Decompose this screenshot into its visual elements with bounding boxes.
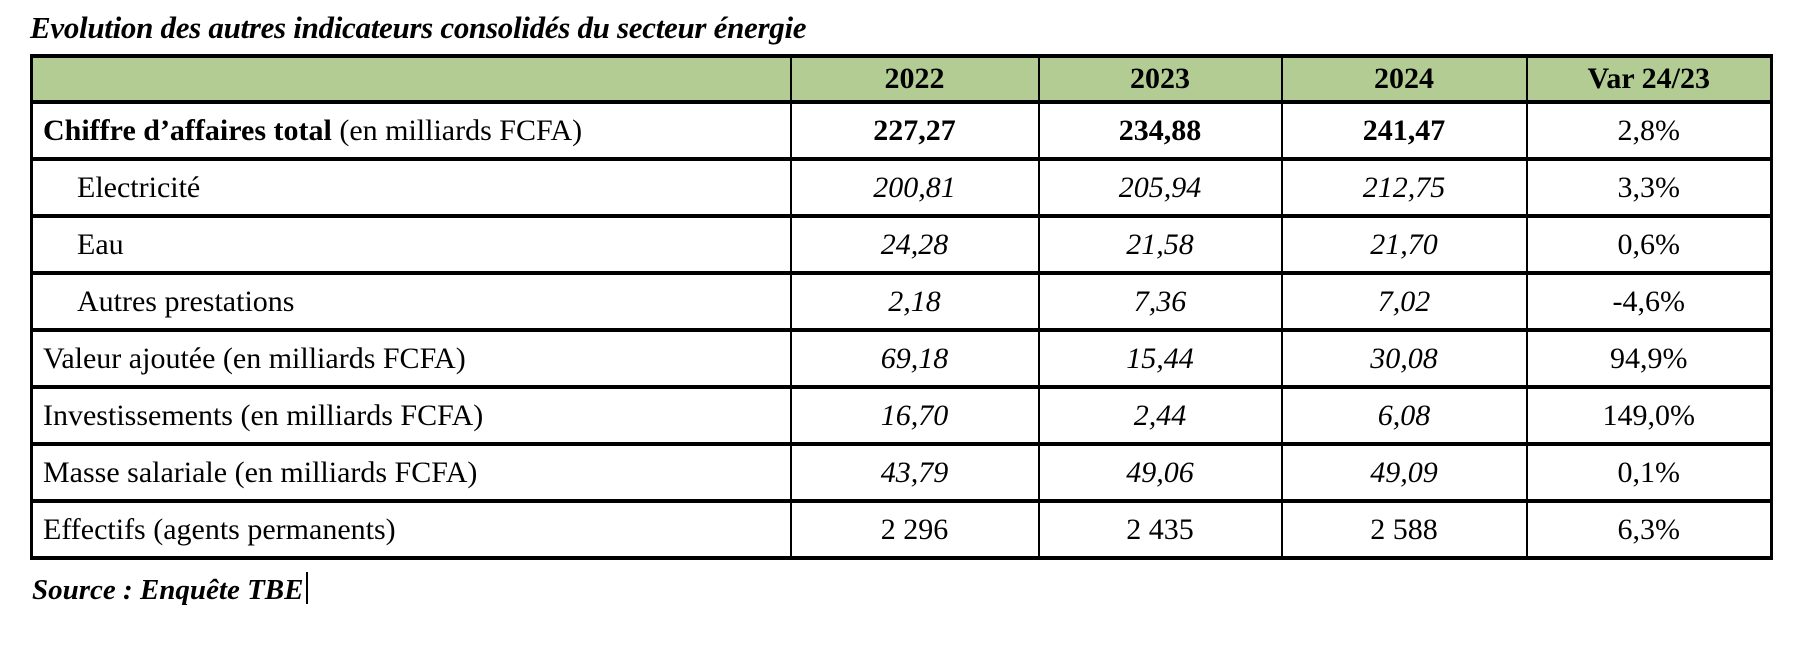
cell-2023-value[interactable]: 15,44 xyxy=(1037,328,1283,389)
cell-variation[interactable]: -4,6% xyxy=(1525,271,1773,332)
cell-2023-value[interactable]: 2 435 xyxy=(1037,499,1283,560)
cell-2022-value[interactable]: 200,81 xyxy=(789,157,1040,218)
cell-2024-value[interactable]: 30,08 xyxy=(1280,328,1528,389)
table-row-masse-salariale: Masse salariale (en milliards FCFA) 43,7… xyxy=(30,442,1773,503)
cell-variation[interactable]: 6,3% xyxy=(1525,499,1773,560)
cell-2022-value[interactable]: 2 296 xyxy=(789,499,1040,560)
header-variation[interactable]: Var 24/23 xyxy=(1525,54,1773,104)
cell-2023-value[interactable]: 49,06 xyxy=(1037,442,1283,503)
cell-variation[interactable]: 149,0% xyxy=(1525,385,1773,446)
cell-2022-value[interactable]: 24,28 xyxy=(789,214,1040,275)
cell-2022-value[interactable]: 43,79 xyxy=(789,442,1040,503)
cell-2022-value[interactable]: 16,70 xyxy=(789,385,1040,446)
header-year-2023[interactable]: 2023 xyxy=(1037,54,1283,104)
table-row-valeur-ajoutee: Valeur ajoutée (en milliards FCFA) 69,18… xyxy=(30,328,1773,389)
row-label[interactable]: Eau xyxy=(30,214,792,275)
table-row-investissements: Investissements (en milliards FCFA) 16,7… xyxy=(30,385,1773,446)
cell-2024-value[interactable]: 6,08 xyxy=(1280,385,1528,446)
row-label[interactable]: Chiffre d’affaires total (en milliards F… xyxy=(30,100,792,161)
cell-variation[interactable]: 0,6% xyxy=(1525,214,1773,275)
row-label[interactable]: Investissements (en milliards FCFA) xyxy=(30,385,792,446)
cell-variation[interactable]: 0,1% xyxy=(1525,442,1773,503)
indicators-table: 2022 2023 2024 Var 24/23 Chiffre d’affai… xyxy=(30,54,1773,560)
header-empty-cell[interactable] xyxy=(30,54,792,104)
cell-variation[interactable]: 3,3% xyxy=(1525,157,1773,218)
header-year-2024[interactable]: 2024 xyxy=(1280,54,1528,104)
row-label[interactable]: Electricité xyxy=(30,157,792,218)
table-row-electricite: Electricité 200,81 205,94 212,75 3,3% xyxy=(30,157,1773,218)
cell-variation[interactable]: 2,8% xyxy=(1525,100,1773,161)
row-label[interactable]: Valeur ajoutée (en milliards FCFA) xyxy=(30,328,792,389)
cell-2023-value[interactable]: 21,58 xyxy=(1037,214,1283,275)
document-page: Evolution des autres indicateurs consoli… xyxy=(30,10,1773,607)
source-text: Source : Enquête TBE xyxy=(32,574,304,606)
table-row-autres-prestations: Autres prestations 2,18 7,36 7,02 -4,6% xyxy=(30,271,1773,332)
cell-2023-value[interactable]: 2,44 xyxy=(1037,385,1283,446)
cell-2024-value[interactable]: 241,47 xyxy=(1280,100,1528,161)
cell-2022-value[interactable]: 227,27 xyxy=(789,100,1040,161)
cell-2024-value[interactable]: 21,70 xyxy=(1280,214,1528,275)
cell-2023-value[interactable]: 234,88 xyxy=(1037,100,1283,161)
table-row-effectifs: Effectifs (agents permanents) 2 296 2 43… xyxy=(30,499,1773,560)
cell-2024-value[interactable]: 212,75 xyxy=(1280,157,1528,218)
source-note[interactable]: Source : Enquête TBE xyxy=(32,572,1770,607)
row-label[interactable]: Masse salariale (en milliards FCFA) xyxy=(30,442,792,503)
cell-2022-value[interactable]: 2,18 xyxy=(789,271,1040,332)
cell-variation[interactable]: 94,9% xyxy=(1525,328,1773,389)
text-cursor xyxy=(305,572,308,604)
cell-2024-value[interactable]: 2 588 xyxy=(1280,499,1528,560)
table-row-eau: Eau 24,28 21,58 21,70 0,6% xyxy=(30,214,1773,275)
header-year-2022[interactable]: 2022 xyxy=(789,54,1040,104)
row-label[interactable]: Autres prestations xyxy=(30,271,792,332)
row-label-strong: Chiffre d’affaires total xyxy=(43,113,332,147)
cell-2022-value[interactable]: 69,18 xyxy=(789,328,1040,389)
row-label-suffix: (en milliards FCFA) xyxy=(331,113,583,147)
cell-2024-value[interactable]: 7,02 xyxy=(1280,271,1528,332)
cell-2023-value[interactable]: 205,94 xyxy=(1037,157,1283,218)
cell-2024-value[interactable]: 49,09 xyxy=(1280,442,1528,503)
row-label[interactable]: Effectifs (agents permanents) xyxy=(30,499,792,560)
cell-2023-value[interactable]: 7,36 xyxy=(1037,271,1283,332)
table-title[interactable]: Evolution des autres indicateurs consoli… xyxy=(30,10,807,45)
table-header-row: 2022 2023 2024 Var 24/23 xyxy=(30,54,1773,104)
table-row-chiffre-affaires: Chiffre d’affaires total (en milliards F… xyxy=(30,100,1773,161)
